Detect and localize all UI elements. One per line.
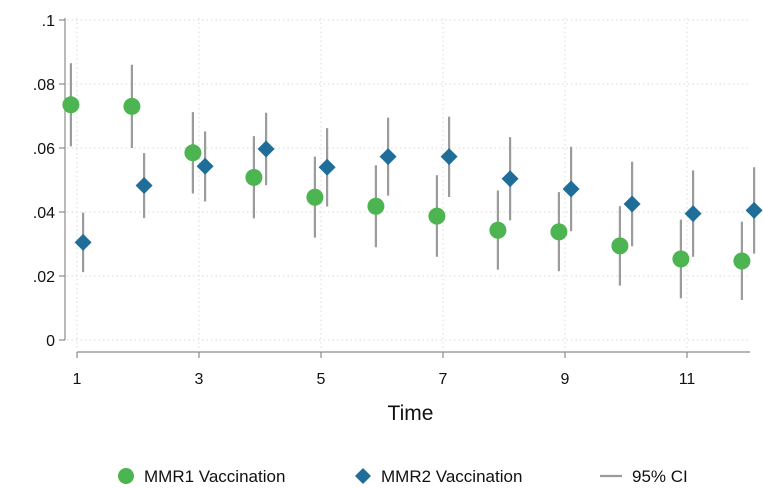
legend-label-mmr1: MMR1 Vaccination [144,467,285,486]
legend-label-mmr2: MMR2 Vaccination [381,467,522,486]
x-tick-label: 9 [561,371,570,388]
y-tick-label: .1 [42,13,55,30]
y-tick-label: .04 [33,205,55,222]
point-mmr2 [74,233,92,251]
x-tick-label: 7 [439,371,448,388]
point-mmr2 [379,148,397,166]
point-mmr2 [135,176,153,194]
point-mmr1 [367,197,385,215]
legend-item-ci: 95% CI [600,467,688,486]
x-axis-title: Time [388,402,434,425]
point-mmr1 [306,188,324,206]
point-mmr2 [501,170,519,188]
x-tick-label: 5 [317,371,326,388]
confidence-intervals [69,63,756,300]
point-mmr2 [196,157,214,175]
legend-item-mmr2: MMR2 Vaccination [355,467,522,486]
point-mmr1 [123,97,141,115]
y-tick-label: 0 [46,333,55,350]
point-mmr1 [733,252,751,270]
point-mmr1 [184,144,202,162]
point-mmr1 [245,168,263,186]
legend-marker-mmr2-diamond [355,468,371,484]
x-tick-label: 11 [679,371,696,388]
point-mmr2 [745,201,763,219]
x-axis-ticks: 1 3 5 7 9 11 [73,352,696,388]
point-mmr2 [318,158,336,176]
point-mmr2 [562,180,580,198]
axes [64,18,750,353]
point-mmr1 [489,221,507,239]
point-mmr1 [550,223,568,241]
legend-item-mmr1: MMR1 Vaccination [118,467,285,486]
x-tick-label: 1 [73,371,82,388]
point-mmr2 [257,140,275,158]
legend-label-ci: 95% CI [632,467,688,486]
y-axis-ticks: 0 .02 .04 .06 .08 .1 [33,13,65,350]
y-tick-label: .06 [33,141,55,158]
x-tick-label: 3 [195,371,204,388]
point-mmr1 [611,237,629,255]
point-mmr2 [684,205,702,223]
point-mmr1 [62,96,80,114]
gridlines [67,18,750,350]
legend-marker-mmr1-circle [118,468,134,484]
legend: MMR1 Vaccination MMR2 Vaccination 95% CI [118,467,688,486]
y-tick-label: .02 [33,269,55,286]
y-tick-label: .08 [33,77,55,94]
point-mmr1 [672,250,690,268]
point-mmr2 [440,148,458,166]
point-mmr1 [428,207,446,225]
point-mmr2 [623,195,641,213]
data-points [62,96,763,270]
